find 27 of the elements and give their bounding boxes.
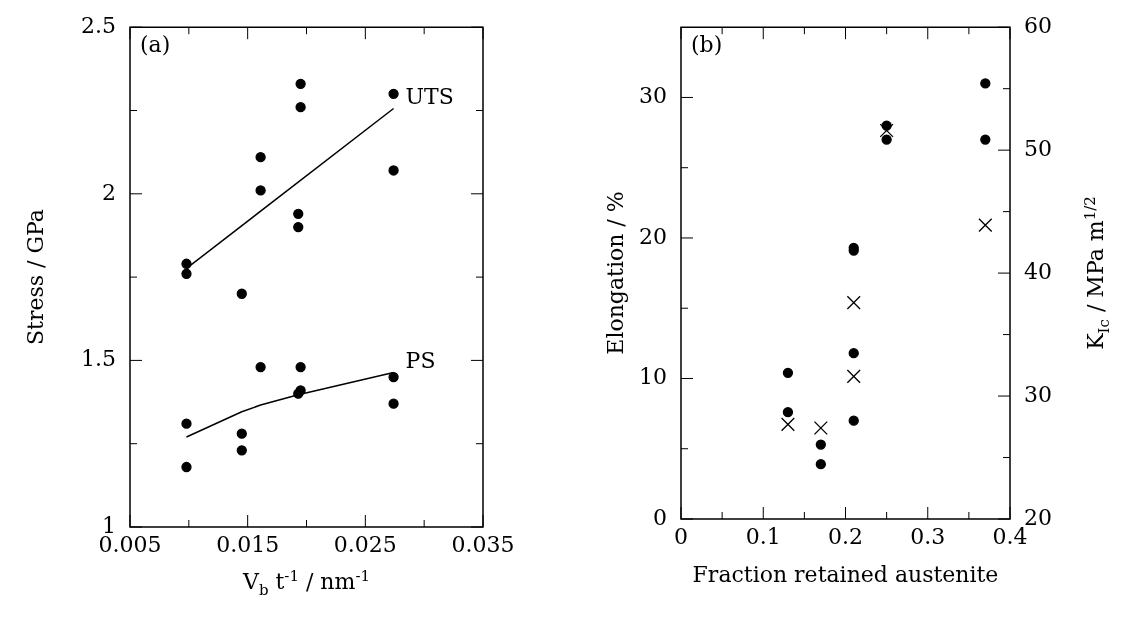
x-tick-label: 0.2: [828, 523, 863, 549]
y2-tick-label: 50: [1024, 135, 1052, 161]
x-axis-title: V$_{b}$ t$^{-1}$ / nm$^{-1}$: [242, 567, 371, 599]
y2-tick-label: 60: [1024, 12, 1052, 38]
y-tick-label: 2: [102, 179, 116, 205]
x-tick-label: 0.015: [216, 531, 280, 557]
x-axis-title: Fraction retained austenite: [692, 562, 999, 587]
y2-tick-label: 20: [1024, 504, 1052, 530]
y-axis-title: Stress / GPa: [22, 209, 48, 346]
y2-tick-label: 40: [1024, 258, 1052, 284]
x-tick-label: 0.035: [451, 531, 515, 557]
x-tick-label: 0.3: [910, 523, 946, 549]
y-tick-label: 10: [639, 364, 667, 390]
y-tick-label: 2.5: [81, 12, 116, 38]
x-tick-label: 0.025: [333, 531, 397, 557]
y2-tick-label: 30: [1024, 381, 1052, 407]
annotation: (a): [140, 31, 171, 57]
y-tick-label: 30: [639, 83, 667, 109]
x-tick-label: 0.1: [745, 523, 781, 549]
x-tick-label: 0: [674, 523, 688, 549]
y-tick-label: 1.5: [81, 346, 116, 372]
annotation: PS: [405, 348, 436, 374]
y-tick-label: 0: [653, 504, 667, 530]
annotation: UTS: [405, 84, 454, 110]
y-axis-title: Elongation / %: [602, 191, 628, 355]
y-tick-label: 20: [639, 223, 667, 249]
annotation: (b): [691, 31, 723, 57]
